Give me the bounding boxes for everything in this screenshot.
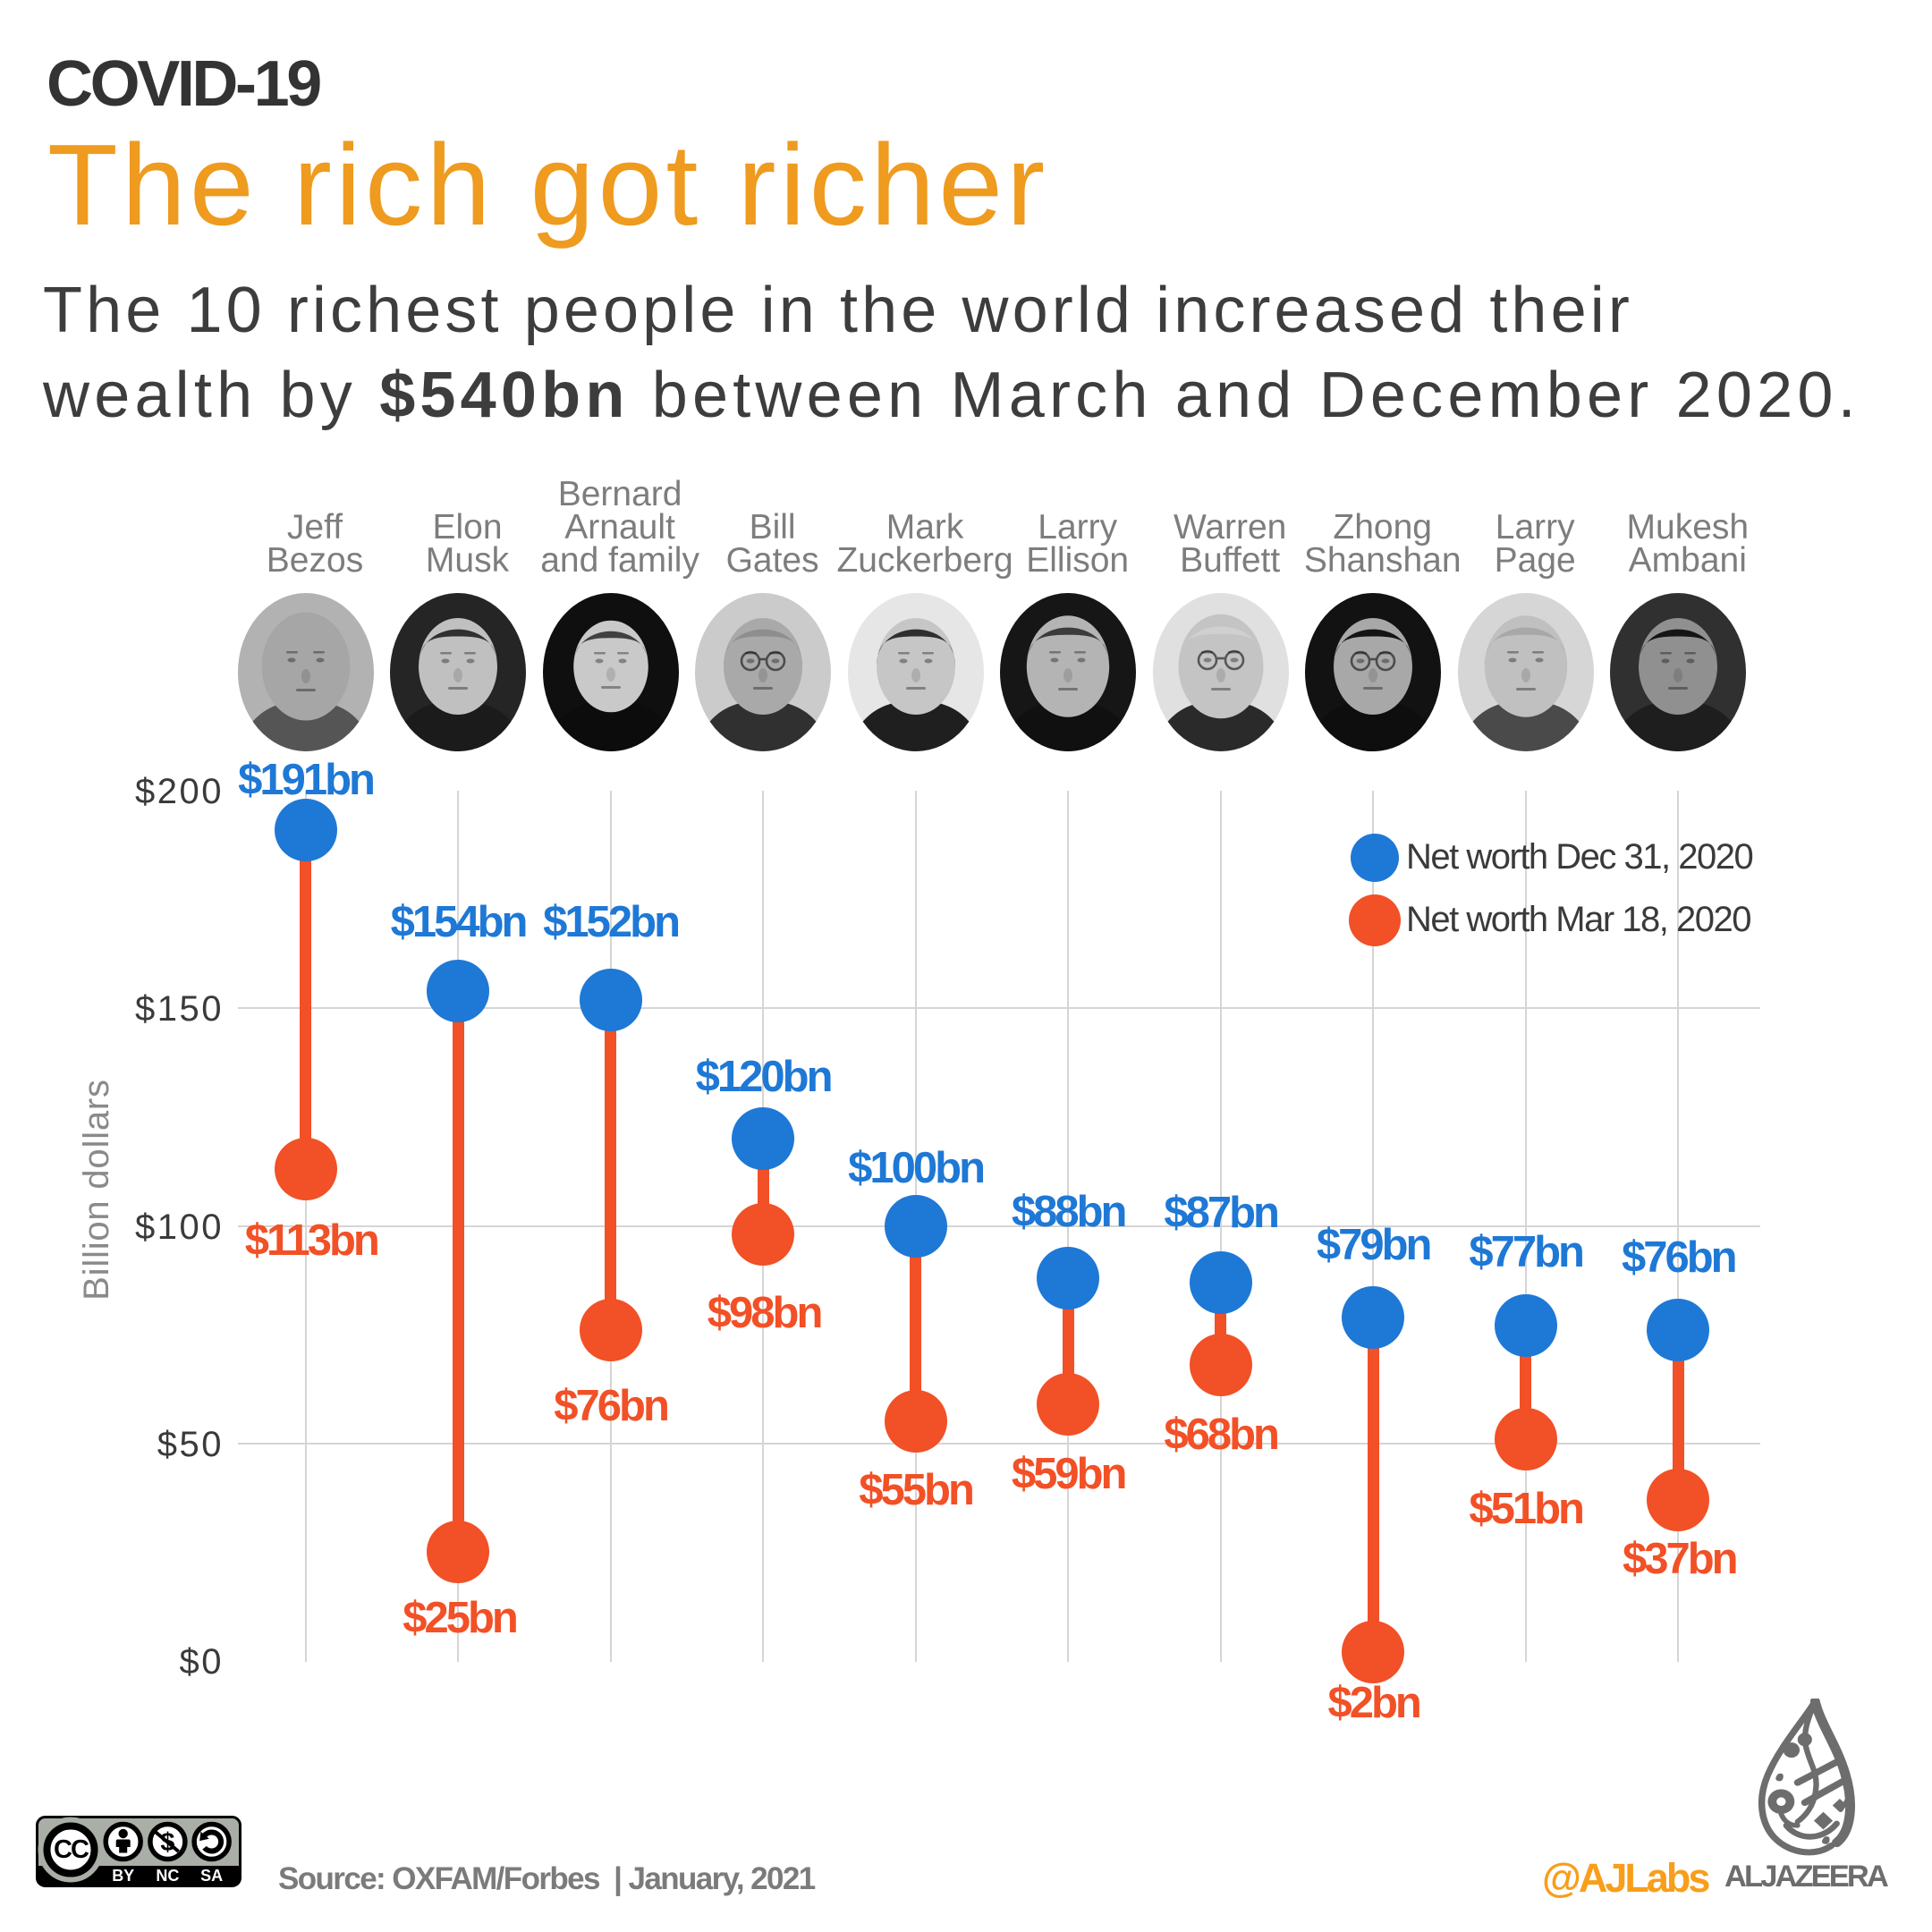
svg-text:BY: BY: [112, 1867, 134, 1885]
svg-text:NC: NC: [156, 1867, 179, 1885]
svg-text:SA: SA: [200, 1867, 223, 1885]
svg-text:CC: CC: [54, 1835, 89, 1864]
